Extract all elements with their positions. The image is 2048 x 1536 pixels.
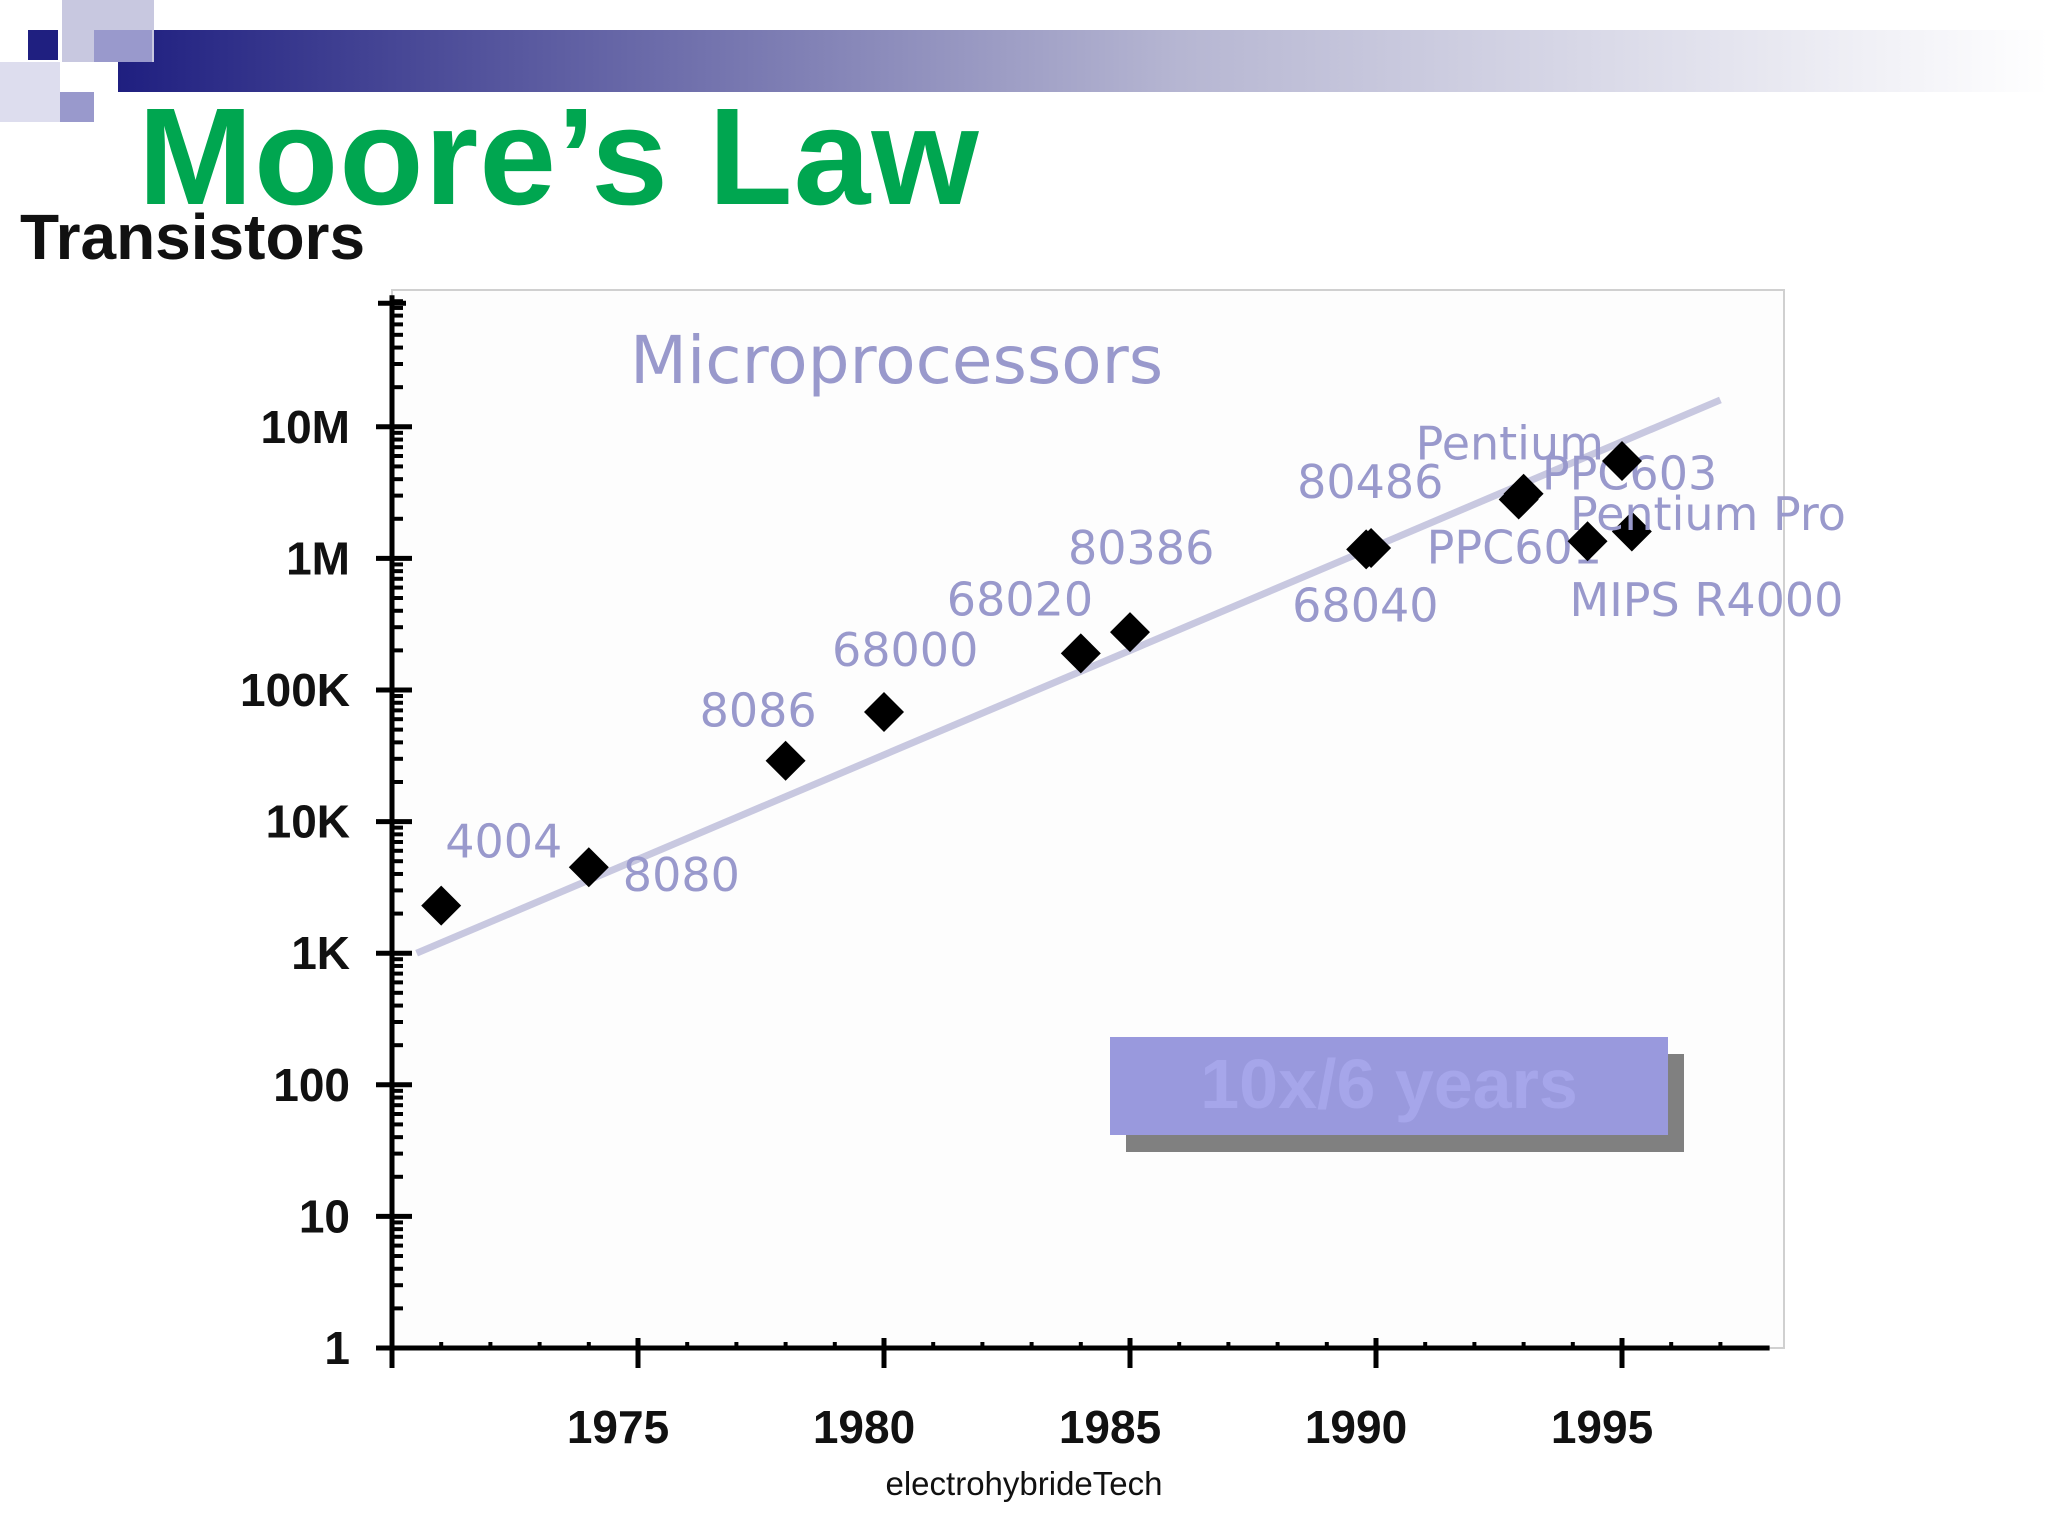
data-point-8080: [568, 847, 609, 888]
y-tick-label: 1M: [286, 532, 350, 584]
y-tick-label: 10M: [261, 401, 350, 453]
y-tick-label: 100K: [240, 664, 350, 716]
title-banner: [0, 0, 2048, 122]
y-tick-label: 10: [299, 1190, 350, 1242]
y-tick-label: 100: [273, 1059, 350, 1111]
callout-box: [1110, 1037, 1668, 1135]
data-point-80386: [1110, 612, 1150, 653]
data-point-pentium-pro: [1602, 440, 1642, 481]
x-tick-label: 1990: [1305, 1401, 1407, 1453]
x-tick-label: 1995: [1551, 1401, 1653, 1453]
data-label-pentium: Pentium: [1416, 417, 1604, 471]
chart-title: Microprocessors: [630, 322, 1163, 399]
data-point-ppc603: [1611, 511, 1652, 552]
data-label-68020: 68020: [947, 572, 1093, 626]
y-axis: 1 10 100 1K 10K 100K 1M 10M: [240, 295, 412, 1374]
data-label-68000: 68000: [832, 623, 978, 677]
callout-text: 10x/6 years: [1200, 1045, 1578, 1123]
data-label-80386: 80386: [1068, 521, 1214, 575]
data-point-68020: [1060, 633, 1101, 674]
data-label-8086: 8086: [700, 684, 817, 738]
data-label-ppc601: PPC601: [1427, 521, 1602, 575]
plot-area: [391, 289, 1785, 1349]
data-point-68040: [1346, 529, 1387, 570]
data-label-mips-r4000: MIPS R4000: [1570, 573, 1844, 627]
data-label-4004: 4004: [445, 815, 562, 869]
banner-square-dark: [28, 30, 58, 60]
y-tick-label: 1K: [291, 927, 350, 979]
banner-gradient-bar: [118, 30, 2048, 92]
y-axis-label: Transistors: [20, 201, 366, 273]
data-point-4004: [421, 885, 462, 926]
data-point-68000: [864, 692, 904, 733]
data-label-80486: 80486: [1297, 455, 1443, 509]
x-axis: 1975 1980 1985 1990 1995: [386, 1338, 1770, 1453]
data-point-ppc601: [1498, 479, 1539, 520]
x-tick-label: 1985: [1059, 1401, 1161, 1453]
data-label-pentium-pro: Pentium Pro: [1570, 487, 1846, 541]
data-label-68040: 68040: [1292, 578, 1438, 632]
annotation-callout: 10x/6 years: [1110, 1037, 1684, 1152]
data-point-8086: [765, 740, 806, 781]
data-point-mips-r4000: [1567, 521, 1608, 562]
banner-square-light-3: [0, 62, 60, 122]
banner-square-light-2: [94, 30, 152, 62]
credit-text: electrohybrideTech: [885, 1465, 1163, 1502]
y-tick-label: 10K: [266, 796, 350, 848]
banner-square-mid: [60, 92, 94, 122]
x-tick-label: 1975: [567, 1401, 669, 1453]
x-tick-label: 1980: [813, 1401, 915, 1453]
slide-title: Moore’s Law: [138, 80, 980, 234]
data-label-8080: 8080: [623, 848, 740, 902]
y-tick-label: 1: [324, 1322, 350, 1374]
trend-line: [415, 396, 1722, 957]
